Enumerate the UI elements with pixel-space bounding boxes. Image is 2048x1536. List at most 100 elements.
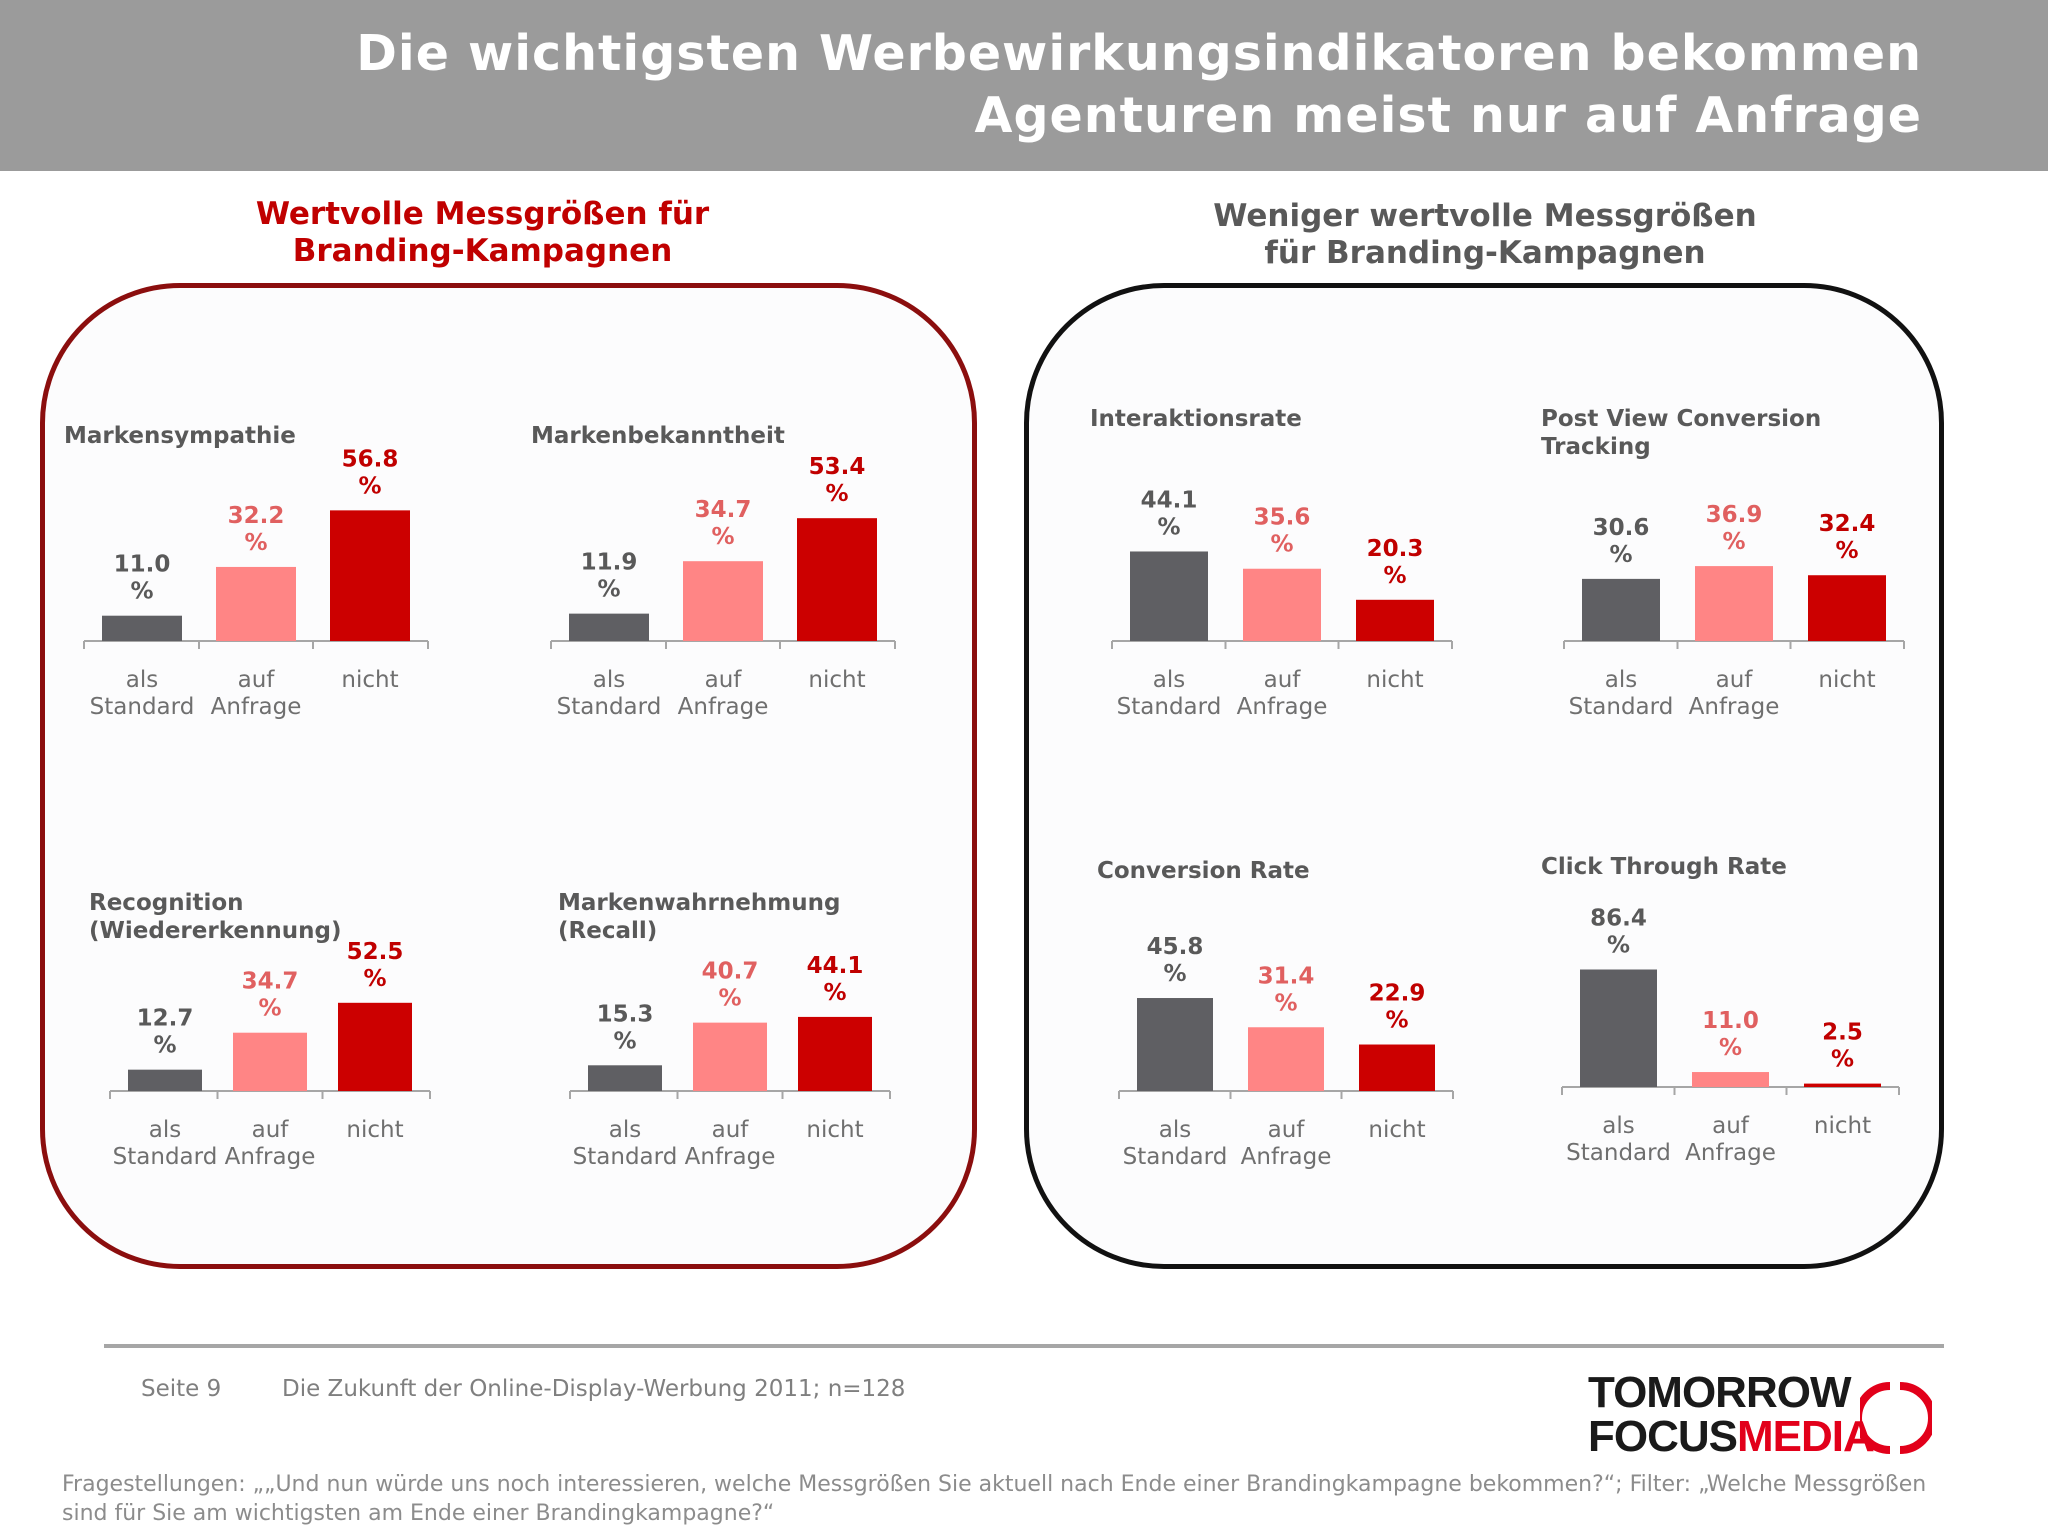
category-label: Anfrage: [1237, 694, 1328, 720]
data-label: 11.0: [114, 552, 171, 578]
data-label-unit: %: [823, 980, 846, 1006]
bar-nicht: [1356, 599, 1434, 641]
category-label: auf: [1716, 667, 1754, 693]
bar-anfrage: [233, 1032, 307, 1091]
chart-title: Interaktionsrate: [1090, 406, 1302, 432]
page-title-line-2: Agenturen meist nur auf Anfrage: [974, 87, 1922, 144]
data-label-unit: %: [718, 986, 741, 1012]
chart-title: Click Through Rate: [1541, 854, 1787, 880]
category-label: Anfrage: [1689, 694, 1780, 720]
category-label: nicht: [1366, 667, 1423, 693]
data-label-unit: %: [1722, 529, 1745, 555]
category-label: als: [593, 667, 625, 693]
data-label: 32.4: [1819, 511, 1876, 537]
chart-title: Tracking: [1541, 434, 1651, 460]
chart-title: Markensympathie: [64, 423, 296, 449]
group-heading-less-valuable-line-2: für Branding-Kampagnen: [1264, 235, 1706, 271]
bar-nicht: [338, 1002, 412, 1091]
category-label: Standard: [573, 1144, 678, 1170]
data-label-unit: %: [1385, 1008, 1408, 1034]
data-label-unit: %: [613, 1028, 636, 1054]
data-label: 40.7: [702, 959, 759, 985]
category-label: als: [1153, 667, 1185, 693]
data-label: 31.4: [1258, 963, 1315, 989]
category-label: Anfrage: [1685, 1140, 1776, 1166]
category-label: Standard: [557, 694, 662, 720]
page-number: Seite 9: [141, 1376, 222, 1402]
group-heading-valuable: Wertvolle Messgrößen für Branding-Kampag…: [230, 196, 735, 270]
category-label: Standard: [1123, 1144, 1228, 1170]
page-title-line-1: Die wichtigsten Werbewirkungsindikatoren…: [356, 25, 1922, 82]
source-note: Die Zukunft der Online-Display-Werbung 2…: [282, 1376, 906, 1402]
category-label: Standard: [1566, 1140, 1671, 1166]
data-label-unit: %: [1835, 538, 1858, 564]
bar-anfrage: [1248, 1027, 1324, 1091]
data-label-unit: %: [1607, 932, 1630, 958]
logo-text-focus: FOCUS: [1588, 1412, 1738, 1461]
chart-panel-3: Recognition(Wiedererkennung) 12.7% alsStan…: [89, 890, 431, 1170]
data-label-unit: %: [1609, 542, 1632, 568]
logo-text-media: MEDIA: [1737, 1412, 1875, 1461]
data-label: 44.1: [807, 953, 864, 979]
category-label: auf: [252, 1117, 290, 1143]
bar-nicht: [1808, 575, 1886, 641]
bar-anfrage: [693, 1022, 767, 1091]
data-label-unit: %: [1831, 1047, 1854, 1073]
group-box-valuable: [40, 283, 977, 1269]
data-label: 44.1: [1141, 487, 1198, 513]
category-label: auf: [238, 667, 276, 693]
logo-text-line-2: FOCUSMEDIA: [1588, 1412, 1875, 1461]
group-heading-less-valuable-line-1: Weniger wertvolle Messgrößen: [1213, 198, 1757, 234]
data-label: 12.7: [137, 1006, 194, 1032]
bar-nicht: [330, 510, 410, 641]
category-label: nicht: [1814, 1113, 1871, 1139]
category-label: nicht: [341, 667, 398, 693]
category-label: Anfrage: [225, 1144, 316, 1170]
chart-panel-4: Markenwahrnehmung(Recall) 15.3% alsStandar…: [558, 890, 891, 1170]
company-logo: TOMORROW FOCUSMEDIA: [1588, 1370, 1948, 1460]
chart-title: Markenbekanntheit: [531, 423, 785, 449]
data-label: 11.9: [581, 550, 638, 576]
data-label: 34.7: [242, 969, 299, 995]
group-heading-valuable-line-1: Wertvolle Messgrößen für: [255, 196, 710, 232]
bar-standard: [588, 1065, 662, 1091]
category-label: nicht: [346, 1117, 403, 1143]
category-label: Anfrage: [1241, 1144, 1332, 1170]
bar-nicht: [797, 518, 877, 641]
data-label: 45.8: [1147, 934, 1204, 960]
category-label: nicht: [806, 1117, 863, 1143]
data-label: 52.5: [347, 939, 404, 965]
data-label: 86.4: [1590, 905, 1647, 931]
data-label-unit: %: [1270, 532, 1293, 558]
data-label-unit: %: [153, 1033, 176, 1059]
data-label: 56.8: [342, 446, 399, 472]
bar-nicht: [798, 1016, 872, 1091]
category-label: Anfrage: [678, 694, 769, 720]
data-label: 20.3: [1367, 536, 1424, 562]
bar-standard: [128, 1069, 202, 1091]
group-box-less-valuable: [1024, 283, 1944, 1269]
chart-title: (Wiedererkennung): [89, 918, 341, 944]
category-label: auf: [1268, 1117, 1306, 1143]
data-label-unit: %: [1157, 514, 1180, 540]
category-label: Anfrage: [211, 694, 302, 720]
group-heading-valuable-line-2: Branding-Kampagnen: [292, 233, 673, 269]
footer-divider: [104, 1344, 1944, 1348]
data-label-unit: %: [358, 473, 381, 499]
category-label: Standard: [1117, 694, 1222, 720]
category-label: als: [609, 1117, 641, 1143]
data-label: 34.7: [695, 497, 752, 523]
category-label: Standard: [90, 694, 195, 720]
bar-anfrage: [1695, 566, 1773, 641]
chart-title: Markenwahrnehmung: [558, 890, 840, 916]
category-label: Anfrage: [685, 1144, 776, 1170]
logo-ring-icon: [1860, 1382, 1932, 1454]
data-label: 22.9: [1369, 981, 1426, 1007]
category-label: auf: [1712, 1113, 1750, 1139]
bar-anfrage: [1243, 568, 1321, 641]
